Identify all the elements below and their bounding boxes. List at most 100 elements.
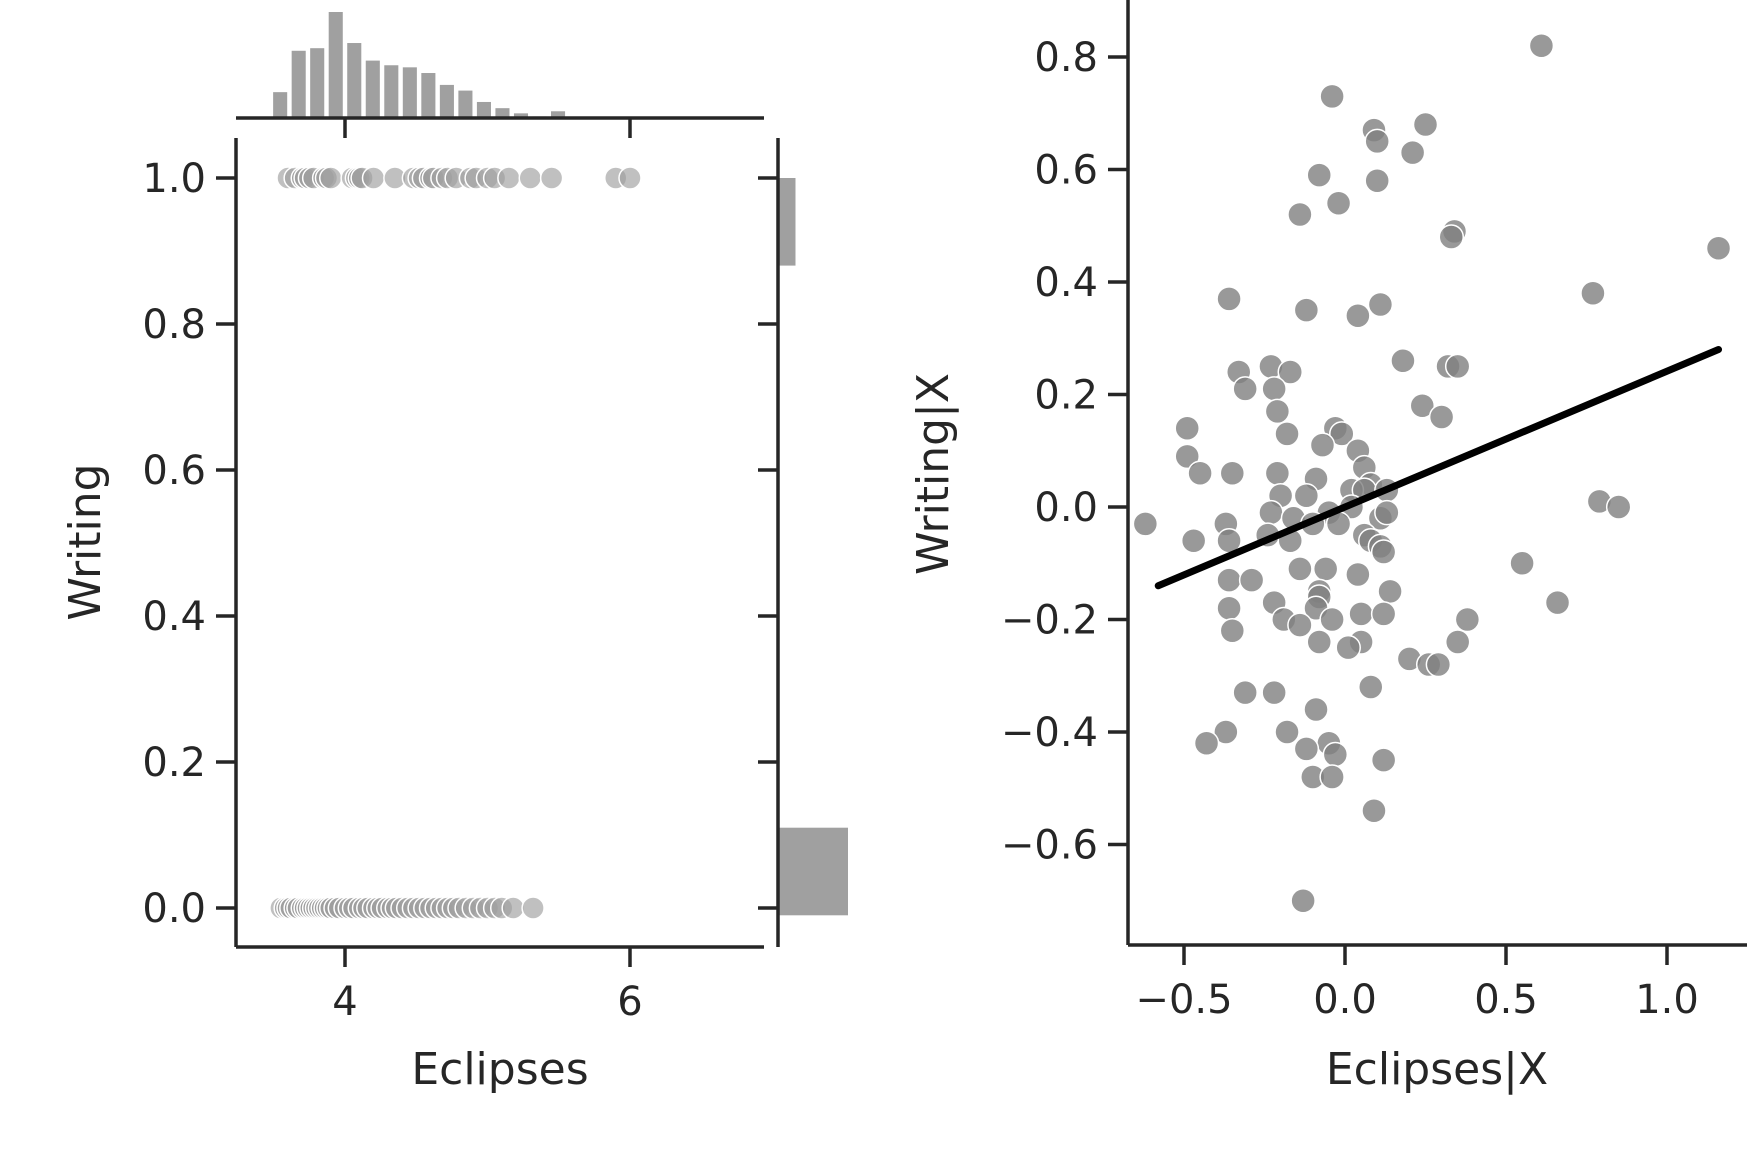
partial-y-tick-label: 0.8: [1034, 35, 1098, 81]
marginal-x-bar: [310, 48, 325, 118]
partial-point: [1425, 651, 1452, 678]
joint-x-axis-label: Eclipses: [411, 1044, 588, 1095]
partial-point: [1345, 303, 1371, 329]
partial-point: [1293, 483, 1320, 509]
partial-point: [1361, 798, 1387, 824]
partial-point: [1216, 567, 1242, 593]
joint-y-tick-label: 0.6: [142, 448, 206, 494]
partial-y-tick-label: 0.6: [1034, 148, 1098, 194]
partial-point: [1444, 353, 1471, 380]
partial-point: [1390, 348, 1416, 374]
partial-y-tick-label: 0.4: [1034, 260, 1098, 306]
marginal-x-bar: [402, 67, 417, 118]
partial-point: [1216, 286, 1242, 312]
partial-point: [1303, 696, 1329, 723]
partial-point: [1258, 499, 1284, 526]
partial-point: [1219, 618, 1246, 644]
partial-point: [1370, 539, 1397, 565]
partial-point: [1132, 511, 1159, 537]
marginal-x-bar: [291, 50, 306, 118]
partial-y-tick-label: −0.6: [1001, 823, 1098, 869]
partial-point: [1325, 190, 1352, 216]
partial-point: [1358, 674, 1384, 700]
partial-point: [1174, 415, 1200, 441]
partial-point: [1345, 561, 1371, 588]
partial-point: [1329, 421, 1355, 447]
partial-point: [1319, 83, 1345, 110]
partial-point: [1219, 460, 1246, 486]
partial-point: [1187, 460, 1213, 486]
partial-x-tick-label: 0.5: [1474, 977, 1538, 1023]
joint-point: [618, 166, 642, 190]
marginal-x-bar: [513, 113, 529, 118]
regression-line: [1154, 346, 1723, 590]
partial-point: [1274, 421, 1300, 447]
partial-point: [1705, 235, 1732, 261]
partial-point: [1264, 460, 1291, 486]
joint-point: [361, 166, 386, 190]
partial-point: [1312, 556, 1339, 582]
partial-point: [1261, 376, 1287, 402]
partial-point: [1364, 168, 1390, 194]
partial-point: [1319, 606, 1345, 633]
marginal-x-bar: [421, 73, 436, 118]
marginal-x-bar: [495, 108, 510, 118]
partial-point: [1293, 736, 1320, 762]
partial-point: [1287, 612, 1313, 638]
joint-y-tick-label: 1.0: [142, 156, 206, 202]
partial-point: [1232, 679, 1258, 706]
marginal-x-bar: [550, 111, 566, 118]
joint-y-tick-label: 0.4: [142, 594, 206, 640]
marginal-x-histogram: [236, 12, 764, 138]
partial-point: [1306, 629, 1332, 655]
partial-point: [1580, 280, 1606, 306]
partial-point: [1293, 297, 1320, 323]
partial-regression-plot: −0.6 −0.4 −0.2 0.0 0.2 0.4 0.6 0.8 −0.5 0.0 0.5 1.0…: [908, 0, 1747, 1095]
partial-y-tick-label: −0.2: [1001, 598, 1098, 644]
marginal-y-bar: [778, 178, 796, 266]
joint-point: [319, 166, 343, 190]
partial-x-tick-label: 1.0: [1635, 977, 1699, 1023]
marginal-x-bar: [347, 43, 362, 118]
joint-point: [501, 896, 525, 920]
partial-point: [1544, 589, 1571, 616]
partial-point: [1232, 376, 1258, 402]
partial-y-axis-label: Writing|X: [908, 373, 959, 575]
partial-y-tick-label: −0.4: [1001, 710, 1098, 756]
joint-x-tick-label: 4: [332, 979, 357, 1025]
joint-scatter-panel: 0.0 0.2 0.4 0.6 0.8 1.0 4 6: [142, 138, 764, 1025]
joint-point: [521, 896, 545, 920]
partial-point: [1277, 359, 1304, 385]
marginal-x-bar: [273, 92, 288, 118]
partial-point: [1261, 679, 1287, 706]
partial-point: [1348, 601, 1374, 627]
partial-point: [1409, 393, 1436, 419]
partial-point: [1605, 494, 1632, 520]
partial-point: [1274, 719, 1300, 745]
marginal-x-bar: [476, 101, 491, 118]
partial-point: [1216, 595, 1242, 621]
partial-point: [1322, 741, 1349, 768]
partial-x-tick-label: 0.0: [1313, 977, 1377, 1023]
joint-plot: 0.0 0.2 0.4 0.6 0.8 1.0 4 6 Eclipses Writing: [60, 12, 848, 1095]
marginal-y-histogram: [758, 138, 848, 947]
partial-x-axis-label: Eclipses|X: [1326, 1044, 1548, 1095]
partial-point: [1335, 634, 1361, 661]
marginal-x-bar: [458, 90, 473, 118]
partial-point: [1364, 128, 1390, 155]
partial-point: [1377, 578, 1403, 605]
partial-point: [1370, 747, 1397, 773]
joint-x-tick-label: 6: [617, 979, 642, 1025]
marginal-x-bar: [365, 60, 380, 118]
partial-point: [1367, 291, 1394, 318]
partial-y-tick-label: 0.2: [1034, 373, 1098, 419]
joint-y-tick-label: 0.0: [142, 886, 206, 932]
marginal-x-bar: [384, 65, 399, 118]
joint-y-tick-label: 0.8: [142, 302, 206, 348]
partial-point: [1374, 499, 1400, 526]
partial-point: [1370, 601, 1397, 627]
partial-regression-scatter-panel: −0.6 −0.4 −0.2 0.0 0.2 0.4 0.6 0.8 −0.5 0.0 0.5 1.0: [1001, 0, 1747, 1023]
partial-point: [1438, 224, 1465, 250]
partial-point: [1309, 432, 1336, 458]
partial-point: [1213, 719, 1239, 745]
